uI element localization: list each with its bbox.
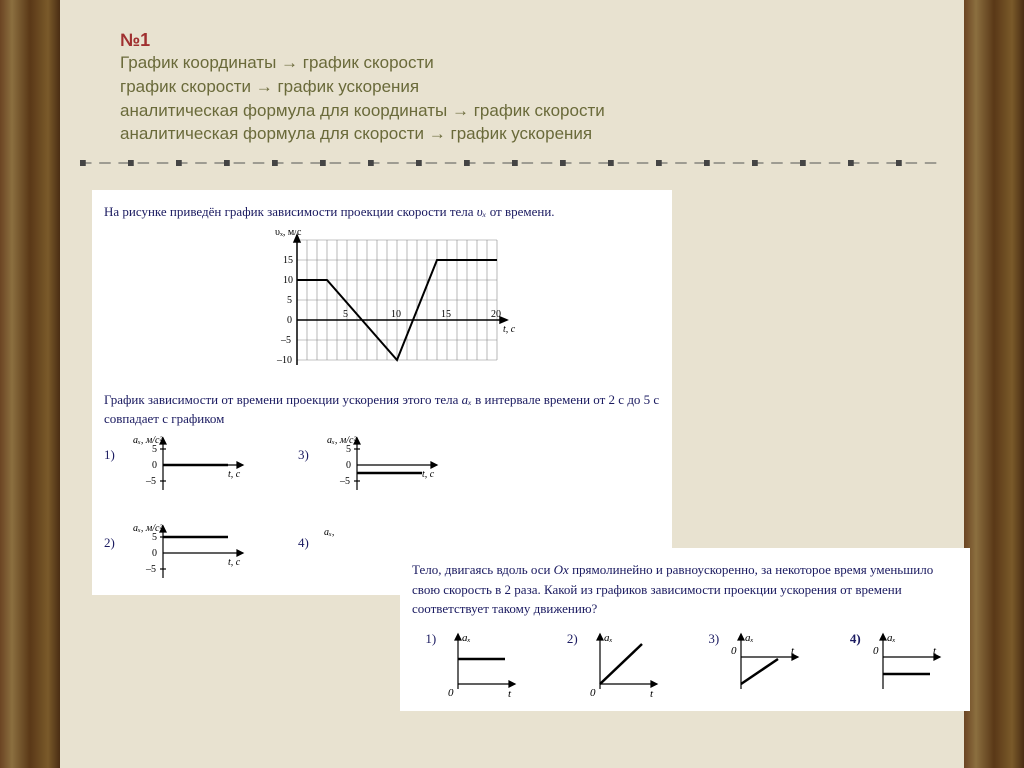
p2-option-2: 2) aₓ t 0 [567,629,662,699]
decorative-border-left [0,0,60,768]
p2-opt1-label: 1) [425,629,436,649]
svg-text:0: 0 [873,645,879,657]
p2-option-3: 3) aₓt0 [708,629,803,699]
svg-text:t, с: t, с [228,469,241,480]
svg-text:0: 0 [346,460,351,471]
heading-line-0: График координаты → график скорости [120,53,434,72]
heading-line-1: график скорости → график ускорения [120,77,419,96]
p2-opt3-label: 3) [708,629,719,649]
svg-text:aₓ: aₓ [462,632,471,644]
option-1: 1) aₓ, м/с² 5 0 –5 t, с [104,435,248,495]
svg-text:20: 20 [491,309,501,320]
problem2-text: Тело, двигаясь вдоль оси Ox прямолинейно… [412,560,958,619]
opt1-label: 1) [104,435,120,465]
svg-text:aₓ,: aₓ, [324,527,334,538]
option-2: 2) aₓ, м/с² 5 0 –5 t, с [104,523,248,583]
p2-t1: Тело, двигаясь вдоль оси [412,562,554,577]
opt3-chart: aₓ, м/с² 5 0 –5 t, с [322,435,442,495]
chart-xlabel: t, с [503,324,516,335]
p2-option-4: 4) aₓt0 [850,629,945,699]
svg-text:–5: –5 [145,476,156,487]
opt4-label: 4) [298,523,314,553]
p2-opt4-chart: aₓt0 [865,629,945,699]
main-velocity-chart: υₓ, м/с 15 10 5 0 –5 –10 5 10 15 20 t, с [247,230,517,380]
opt1-chart: aₓ, м/с² 5 0 –5 t, с [128,435,248,495]
decorative-border-right [964,0,1024,768]
svg-text:0: 0 [731,645,737,657]
svg-text:10: 10 [391,309,401,320]
svg-text:0: 0 [287,315,292,326]
problem2-options: 1) aₓ t 0 2) aₓ [412,629,958,699]
opt2-chart: aₓ, м/с² 5 0 –5 t, с [128,523,248,583]
svg-text:aₓ: aₓ [887,632,896,644]
p1-q1: График зависимости от времени проекции у… [104,392,462,407]
svg-text:5: 5 [343,309,348,320]
problem2-box: Тело, двигаясь вдоль оси Ox прямолинейно… [400,548,970,711]
svg-text:15: 15 [441,309,451,320]
svg-text:–5: –5 [280,335,291,346]
svg-text:aₓ, м/с²: aₓ, м/с² [327,435,357,446]
svg-text:aₓ, м/с²: aₓ, м/с² [133,435,163,446]
p1-qsym: aₓ [462,392,472,407]
svg-text:5: 5 [346,444,351,455]
chart-ylabel: υₓ, м/с [275,230,302,238]
svg-text:5: 5 [287,295,292,306]
p2-opt4-label: 4) [850,629,861,649]
problem1-intro: На рисунке приведён график зависимости п… [104,202,660,222]
svg-text:–10: –10 [276,355,292,366]
svg-text:t, с: t, с [422,469,435,480]
svg-text:t: t [650,688,654,699]
svg-text:t, с: t, с [228,557,241,568]
opt2-label: 2) [104,523,120,553]
p1-symbol: υₓ [477,204,487,219]
p2-opt3-chart: aₓt0 [723,629,803,699]
heading-number: №1 [120,30,150,50]
p1-intro2: от времени. [486,204,554,219]
opt3-label: 3) [298,435,314,465]
option-3: 3) aₓ, м/с² 5 0 –5 t, с [298,435,442,495]
svg-text:–5: –5 [145,564,156,575]
heading-block: №1 График координаты → график скорости г… [120,30,904,146]
p2-opt1-chart: aₓ t 0 [440,629,520,699]
svg-text:0: 0 [448,687,454,699]
svg-text:aₓ, м/с²: aₓ, м/с² [133,523,163,534]
svg-text:aₓ: aₓ [745,632,754,644]
problem1-box: На рисунке приведён график зависимости п… [92,190,672,595]
svg-text:–5: –5 [339,476,350,487]
svg-text:0: 0 [590,687,596,699]
heading-line-3: аналитическая формула для скорости → гра… [120,124,592,143]
heading-line-2: аналитическая формула для координаты → г… [120,101,605,120]
svg-text:0: 0 [152,460,157,471]
svg-text:10: 10 [283,275,293,286]
svg-text:5: 5 [152,532,157,543]
svg-text:15: 15 [283,255,293,266]
problem1-question: График зависимости от времени проекции у… [104,390,660,429]
p2-option-1: 1) aₓ t 0 [425,629,520,699]
p1-intro1: На рисунке приведён график зависимости п… [104,204,477,219]
p2-axis: Ox [554,562,569,577]
svg-text:5: 5 [152,444,157,455]
opt4-chart-partial: aₓ, [322,523,352,583]
svg-text:aₓ: aₓ [604,632,613,644]
p2-opt2-label: 2) [567,629,578,649]
svg-text:t: t [508,688,512,699]
svg-text:0: 0 [152,548,157,559]
p2-opt2-chart: aₓ t 0 [582,629,662,699]
divider [80,156,944,168]
